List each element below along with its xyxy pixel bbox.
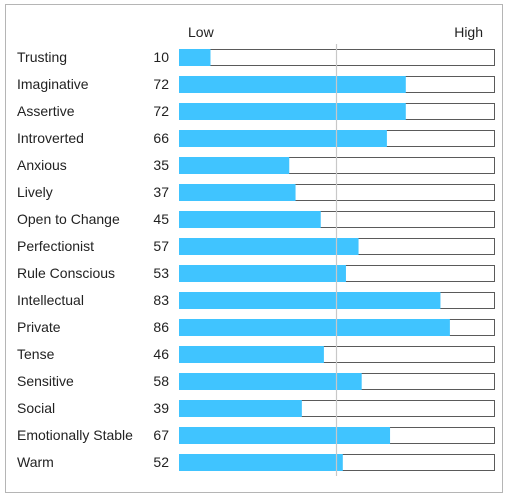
trait-score-label: 83 (153, 292, 169, 308)
trait-score-label: 37 (153, 184, 169, 200)
trait-score-label: 10 (153, 49, 169, 65)
trait-label: Imaginative (17, 76, 89, 92)
trait-row: Anxious 35 (17, 157, 495, 174)
trait-label: Anxious (17, 157, 67, 173)
trait-bar (179, 400, 302, 417)
trait-label: Private (17, 319, 61, 335)
trait-label: Sensitive (17, 373, 74, 389)
trait-row: Lively 37 (17, 184, 495, 201)
trait-label: Assertive (17, 103, 75, 119)
trait-score-label: 53 (153, 265, 169, 281)
trait-row: Assertive 72 (17, 103, 495, 120)
trait-score-label: 66 (153, 130, 169, 146)
trait-row: Rule Conscious 53 (17, 265, 495, 282)
trait-label: Social (17, 400, 55, 416)
scale-low-label: Low (188, 24, 215, 40)
trait-rows: Trusting 10 Imaginative 72 Assertive 72 Introv… (17, 49, 495, 471)
trait-label: Warm (17, 454, 54, 470)
trait-label: Trusting (17, 49, 67, 65)
trait-score-label: 86 (153, 319, 169, 335)
trait-bar (179, 211, 321, 228)
trait-bar (179, 184, 296, 201)
trait-label: Intellectual (17, 292, 84, 308)
trait-bar (179, 454, 343, 471)
scale-high-label: High (454, 24, 483, 40)
trait-score-label: 72 (153, 103, 169, 119)
trait-score-label: 35 (153, 157, 169, 173)
trait-score-label: 45 (153, 211, 169, 227)
trait-row: Imaginative 72 (17, 76, 495, 93)
trait-bar (179, 373, 362, 390)
trait-row: Warm 52 (17, 454, 495, 471)
trait-bar (179, 130, 387, 147)
trait-row: Perfectionist 57 (17, 238, 495, 255)
trait-bar (179, 427, 391, 444)
trait-score-label: 72 (153, 76, 169, 92)
trait-row: Sensitive 58 (17, 373, 495, 390)
trait-bar (179, 103, 406, 120)
trait-label: Introverted (17, 130, 84, 146)
trait-row: Private 86 (17, 319, 495, 336)
trait-row: Social 39 (17, 400, 495, 417)
trait-label: Emotionally Stable (17, 427, 133, 443)
trait-bar (179, 319, 450, 336)
trait-bar (179, 76, 406, 93)
trait-score-label: 46 (153, 346, 169, 362)
trait-score-label: 67 (153, 427, 169, 443)
trait-label: Perfectionist (17, 238, 94, 254)
trait-score-label: 58 (153, 373, 169, 389)
trait-score-label: 39 (153, 400, 169, 416)
trait-bar (179, 346, 324, 363)
trait-label: Lively (17, 184, 53, 200)
trait-score-label: 52 (153, 454, 169, 470)
trait-label: Open to Change (17, 211, 120, 227)
trait-label: Rule Conscious (17, 265, 115, 281)
trait-bar (179, 265, 346, 282)
trait-bar (179, 238, 359, 255)
trait-row: Open to Change 45 (17, 211, 495, 228)
trait-row: Introverted 66 (17, 130, 495, 147)
trait-bar (179, 157, 290, 174)
trait-bar (179, 49, 211, 66)
trait-row: Trusting 10 (17, 49, 495, 66)
trait-row: Intellectual 83 (17, 292, 495, 309)
trait-score-label: 57 (153, 238, 169, 254)
trait-bar (179, 292, 441, 309)
trait-label: Tense (17, 346, 55, 362)
trait-row: Tense 46 (17, 346, 495, 363)
trait-row: Emotionally Stable 67 (17, 427, 495, 444)
